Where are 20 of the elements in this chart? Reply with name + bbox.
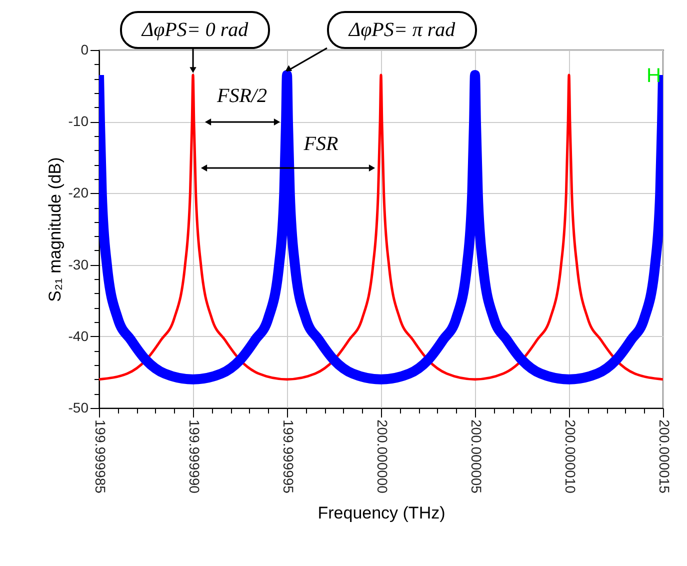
x-tick-label: 199.999995 [280,420,296,494]
annotation: FSR [302,133,338,155]
x-tick-label: 200.000000 [374,420,390,494]
annotation: H [646,65,661,87]
x-tick-label: 200.000005 [468,420,484,494]
x-tick-label: 200.000015 [656,420,672,494]
x-tick-label: 199.999985 [92,420,108,494]
x-axis-title: Frequency (THz) [318,503,446,522]
y-tick-label: -30 [68,256,89,272]
y-tick-label: -20 [68,184,89,201]
x-tick-label: 200.000010 [562,420,578,494]
annotation: ΔφPS= π rad [348,19,456,42]
y-tick-label: -50 [68,400,89,416]
annotation: ΔφPS= 0 rad [140,19,250,42]
y-tick-label: -40 [68,328,89,344]
y-tick-label: 0 [80,42,89,58]
y-tick-label: -10 [68,113,89,130]
x-tick-label: 199.999990 [186,420,202,494]
y-axis-title: S₂₁ magnitude (dB) [45,157,64,302]
annotation: FSR/2 [216,85,267,107]
